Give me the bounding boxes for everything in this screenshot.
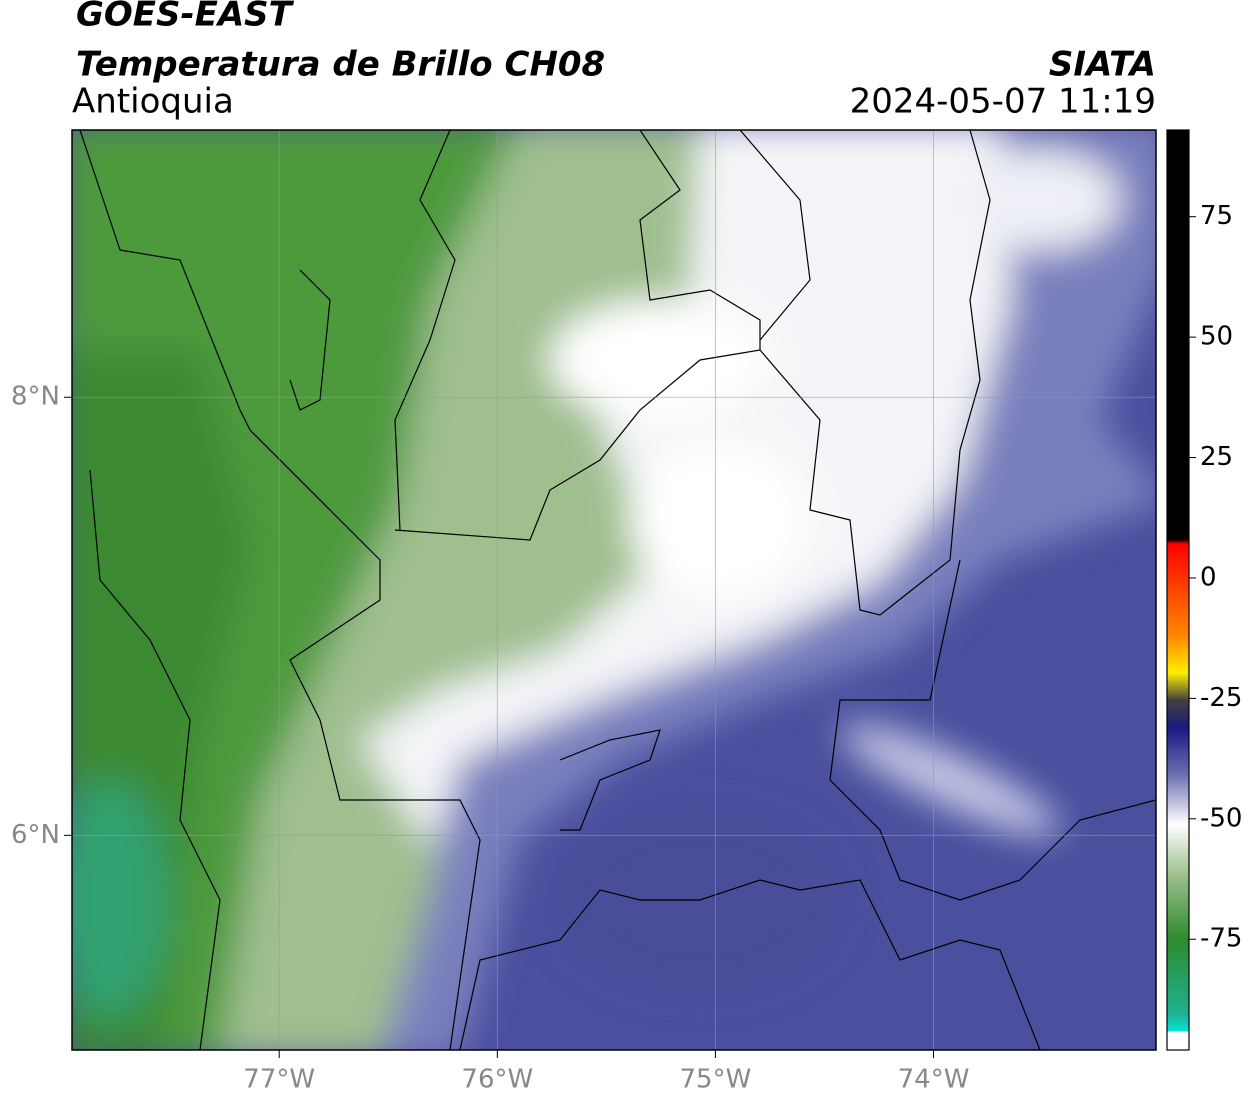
x-tick-label: 76°W: [461, 1065, 533, 1095]
colorbar-tick-label: 25: [1200, 442, 1233, 472]
colorbar-tick-label: 50: [1200, 322, 1233, 352]
colorbar: [1166, 129, 1190, 1051]
x-tick-label: 77°W: [243, 1065, 315, 1095]
satellite-image: [72, 130, 1156, 1050]
y-tick-label: 8°N: [11, 382, 60, 412]
map-frame: [71, 129, 1157, 1051]
x-tick-label: 74°W: [898, 1065, 970, 1095]
colorbar-tick-label: -50: [1200, 803, 1242, 833]
subtitle: Temperatura de Brillo CH08: [76, 45, 605, 85]
x-tick-label: 75°W: [680, 1065, 752, 1095]
datetime: 2024-05-07 11:19: [850, 82, 1156, 122]
colorbar-tick-label: 0: [1200, 562, 1217, 592]
region: Antioquia: [72, 82, 234, 122]
colorbar-tick-label: -75: [1200, 924, 1242, 954]
colorbar-tick-label: 75: [1200, 201, 1233, 231]
source: SIATA: [1049, 45, 1156, 85]
gridlines: [72, 130, 1156, 1050]
colorbar-tick-label: -25: [1200, 683, 1242, 713]
title: GOES-EAST: [76, 0, 295, 35]
y-tick-label: 6°N: [11, 820, 60, 850]
